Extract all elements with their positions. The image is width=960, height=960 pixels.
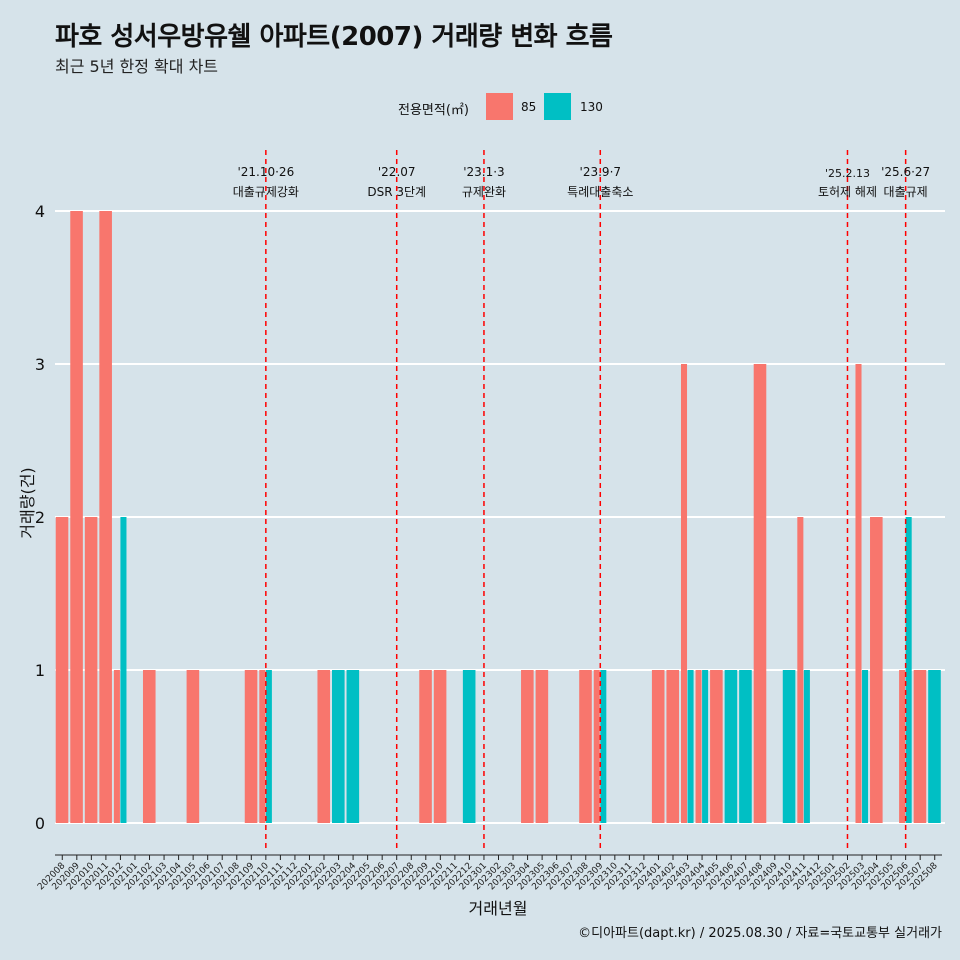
event-label: 토허제 해제: [818, 185, 877, 199]
bar-85-202010: [84, 517, 98, 823]
bar-130-202204: [346, 670, 360, 823]
bar-85-202305: [535, 670, 549, 823]
y-tick-label: 2: [35, 508, 45, 527]
bar-85-202408: [753, 364, 767, 823]
bar-85-202405: [710, 670, 723, 823]
bar-85-202011: [99, 211, 112, 823]
x-axis-title: 거래년월: [469, 899, 528, 918]
bar-130-202309: [600, 670, 607, 823]
bar-130-202012: [120, 517, 127, 823]
bar-130-202212: [462, 670, 476, 823]
bar-85-202309: [593, 670, 600, 823]
y-tick-label: 4: [35, 202, 45, 221]
legend: 전용면적(㎡) 85 130: [0, 93, 960, 121]
y-tick-label: 3: [35, 355, 45, 374]
bar-130-202110: [265, 670, 272, 823]
event-date: '25.2.13: [825, 167, 870, 180]
bar-85-202503: [855, 364, 862, 823]
legend-title: 전용면적(㎡): [398, 103, 469, 118]
bar-130-202403: [687, 670, 694, 823]
event-date: '25.6·27: [881, 165, 930, 179]
bar-85-202411: [797, 517, 804, 823]
bars: [55, 211, 941, 823]
bar-85-202209: [419, 670, 432, 823]
bar-85-202102: [142, 670, 156, 823]
bar-130-202503: [862, 670, 869, 823]
bar-130-202406: [724, 670, 738, 823]
bar-85-202308: [579, 670, 592, 823]
bar-130-202508: [928, 670, 941, 823]
bar-85-202210: [433, 670, 447, 823]
bar-130-202506: [905, 517, 912, 823]
bar-85-202202: [317, 670, 331, 823]
event-markers: '21.10·26 대출규제강화 '22.07 DSR 3단계 '23.1·3 규제완화 '…: [233, 150, 930, 852]
bar-85-202012: [113, 670, 120, 823]
bar-85-202304: [521, 670, 534, 823]
event-date: '23.9·7: [580, 165, 621, 179]
gridlines: [55, 210, 945, 824]
legend-label-85: 85: [521, 100, 537, 114]
event-date: '22.07: [378, 165, 416, 179]
source-caption: ©디아파트(dapt.kr) / 2025.08.30 / 자료=국토교통부 실…: [578, 926, 942, 941]
bar-85-202105: [186, 670, 200, 823]
bar-85-202404: [695, 670, 702, 823]
bar-85-202009: [70, 211, 83, 823]
bar-130-202410: [782, 670, 796, 823]
bar-130-202404: [702, 670, 709, 823]
event-label: DSR 3단계: [367, 185, 426, 199]
legend-label-130: 130: [580, 100, 603, 114]
bar-130-202407: [739, 670, 752, 823]
bar-85-202109: [244, 670, 258, 823]
bar-85-202008: [55, 517, 69, 823]
bar-85-202401: [651, 670, 665, 823]
event-label: 대출규제강화: [233, 185, 299, 199]
event-date: '21.10·26: [237, 165, 294, 179]
y-tick-label: 0: [35, 814, 45, 833]
bar-85-202504: [870, 517, 883, 823]
bar-85-202507: [913, 670, 927, 823]
bar-85-202402: [666, 670, 680, 823]
legend-swatch-130: [544, 93, 571, 120]
event-label: 규제완화: [462, 185, 506, 199]
event-label: 대출규제: [884, 185, 928, 199]
chart-subtitle: 최근 5년 한정 확대 차트: [55, 57, 219, 76]
event-label: 특례대출축소: [567, 185, 633, 199]
legend-swatch-85: [486, 93, 513, 120]
y-tick-label: 1: [35, 661, 45, 680]
bar-85-202110: [259, 670, 266, 823]
bar-130-202203: [332, 670, 345, 823]
chart-title: 파호 성서우방유쉘 아파트(2007) 거래량 변화 흐름: [55, 22, 613, 52]
y-axis-title: 거래량(건): [18, 467, 37, 538]
axes: 0123420200820200920201020201120201220210…: [18, 202, 942, 918]
event-date: '23.1·3: [463, 165, 504, 179]
bar-85-202403: [680, 364, 688, 823]
bar-85-202506: [899, 670, 906, 823]
bar-130-202411: [803, 670, 810, 823]
